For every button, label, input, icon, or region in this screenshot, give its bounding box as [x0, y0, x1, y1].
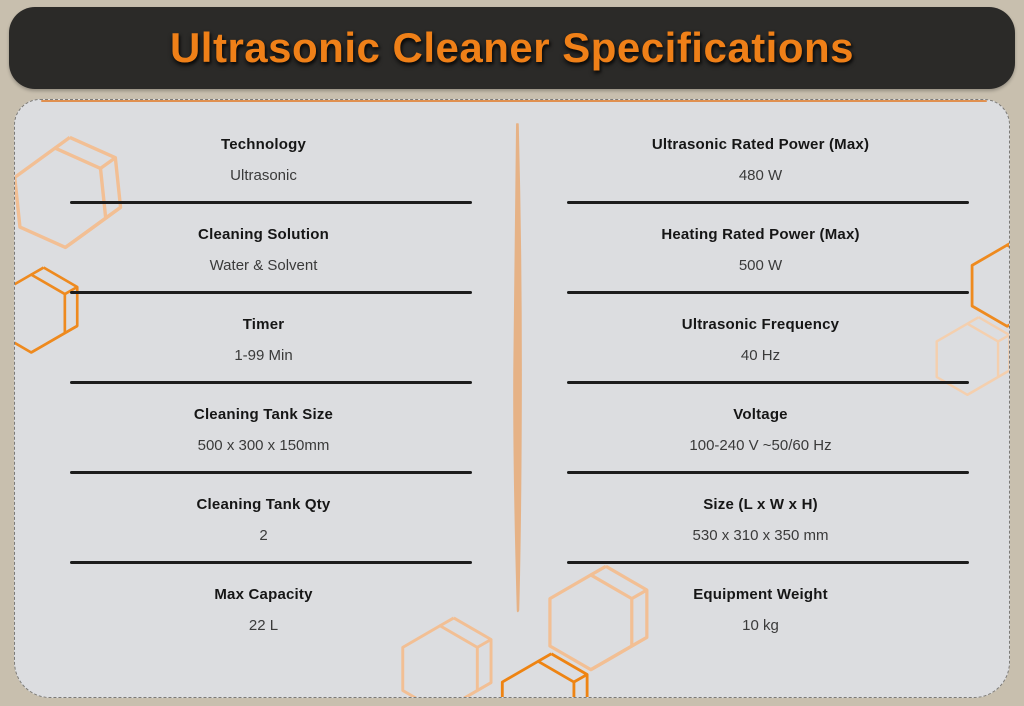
- spec-label: Heating Rated Power (Max): [661, 226, 860, 243]
- spec-value: 530 x 310 x 350 mm: [692, 527, 829, 544]
- spec-item: Cleaning Tank Qty 2: [15, 474, 512, 564]
- spec-rule-line: [70, 291, 472, 294]
- brush-divider: [513, 123, 522, 613]
- spec-rule-line: [567, 471, 969, 474]
- spec-item: Size (L x W x H) 530 x 310 x 350 mm: [512, 474, 1009, 564]
- spec-item: Timer 1-99 Min: [15, 294, 512, 384]
- spec-label: Max Capacity: [214, 586, 313, 603]
- spec-value: 500 W: [738, 257, 783, 274]
- spec-label: Cleaning Tank Qty: [196, 496, 331, 513]
- spec-label: Ultrasonic Frequency: [681, 316, 840, 333]
- spec-rule-line: [70, 201, 472, 204]
- spec-item: Technology Ultrasonic: [15, 114, 512, 204]
- spec-rule-line: [567, 291, 969, 294]
- spec-item: Ultrasonic Frequency 40 Hz: [512, 294, 1009, 384]
- spec-value: Water & Solvent: [209, 257, 318, 274]
- title-banner: Ultrasonic Cleaner Specifications: [9, 7, 1015, 89]
- spec-label: Technology: [220, 136, 307, 153]
- spec-value: 2: [259, 527, 268, 544]
- spec-value: 40 Hz: [740, 347, 781, 364]
- spec-label: Equipment Weight: [693, 586, 828, 603]
- specs-column-left: Technology Ultrasonic Cleaning Solution …: [15, 100, 512, 697]
- spec-label: Ultrasonic Rated Power (Max): [651, 136, 870, 153]
- spec-value: Ultrasonic: [230, 167, 297, 184]
- spec-item: Ultrasonic Rated Power (Max) 480 W: [512, 114, 1009, 204]
- spec-rule-line: [70, 471, 472, 474]
- spec-rule-line: [567, 381, 969, 384]
- accent-line: [41, 100, 987, 102]
- spec-value: 22 L: [248, 617, 279, 634]
- spec-item: Max Capacity 22 L: [15, 564, 512, 654]
- spec-item: Cleaning Solution Water & Solvent: [15, 204, 512, 294]
- spec-value: 10 kg: [742, 617, 779, 634]
- spec-item: Heating Rated Power (Max) 500 W: [512, 204, 1009, 294]
- specs-panel: Technology Ultrasonic Cleaning Solution …: [14, 99, 1010, 698]
- spec-rule-line: [70, 561, 472, 564]
- spec-label: Cleaning Tank Size: [193, 406, 334, 423]
- spec-rule-line: [70, 381, 472, 384]
- spec-label: Voltage: [733, 406, 788, 423]
- spec-item: Voltage 100-240 V ~50/60 Hz: [512, 384, 1009, 474]
- spec-item: Equipment Weight 10 kg: [512, 564, 1009, 654]
- page-title: Ultrasonic Cleaner Specifications: [169, 24, 855, 71]
- spec-label: Cleaning Solution: [198, 226, 329, 243]
- spec-rule-line: [567, 561, 969, 564]
- spec-value: 480 W: [738, 167, 783, 184]
- spec-label: Timer: [242, 316, 285, 333]
- spec-item: Cleaning Tank Size 500 x 300 x 150mm: [15, 384, 512, 474]
- spec-value: 500 x 300 x 150mm: [197, 437, 330, 454]
- spec-label: Size (L x W x H): [703, 496, 818, 513]
- spec-rule-line: [567, 201, 969, 204]
- specs-column-right: Ultrasonic Rated Power (Max) 480 W Heati…: [512, 100, 1009, 697]
- spec-value: 100-240 V ~50/60 Hz: [689, 437, 832, 454]
- spec-value: 1-99 Min: [234, 347, 293, 364]
